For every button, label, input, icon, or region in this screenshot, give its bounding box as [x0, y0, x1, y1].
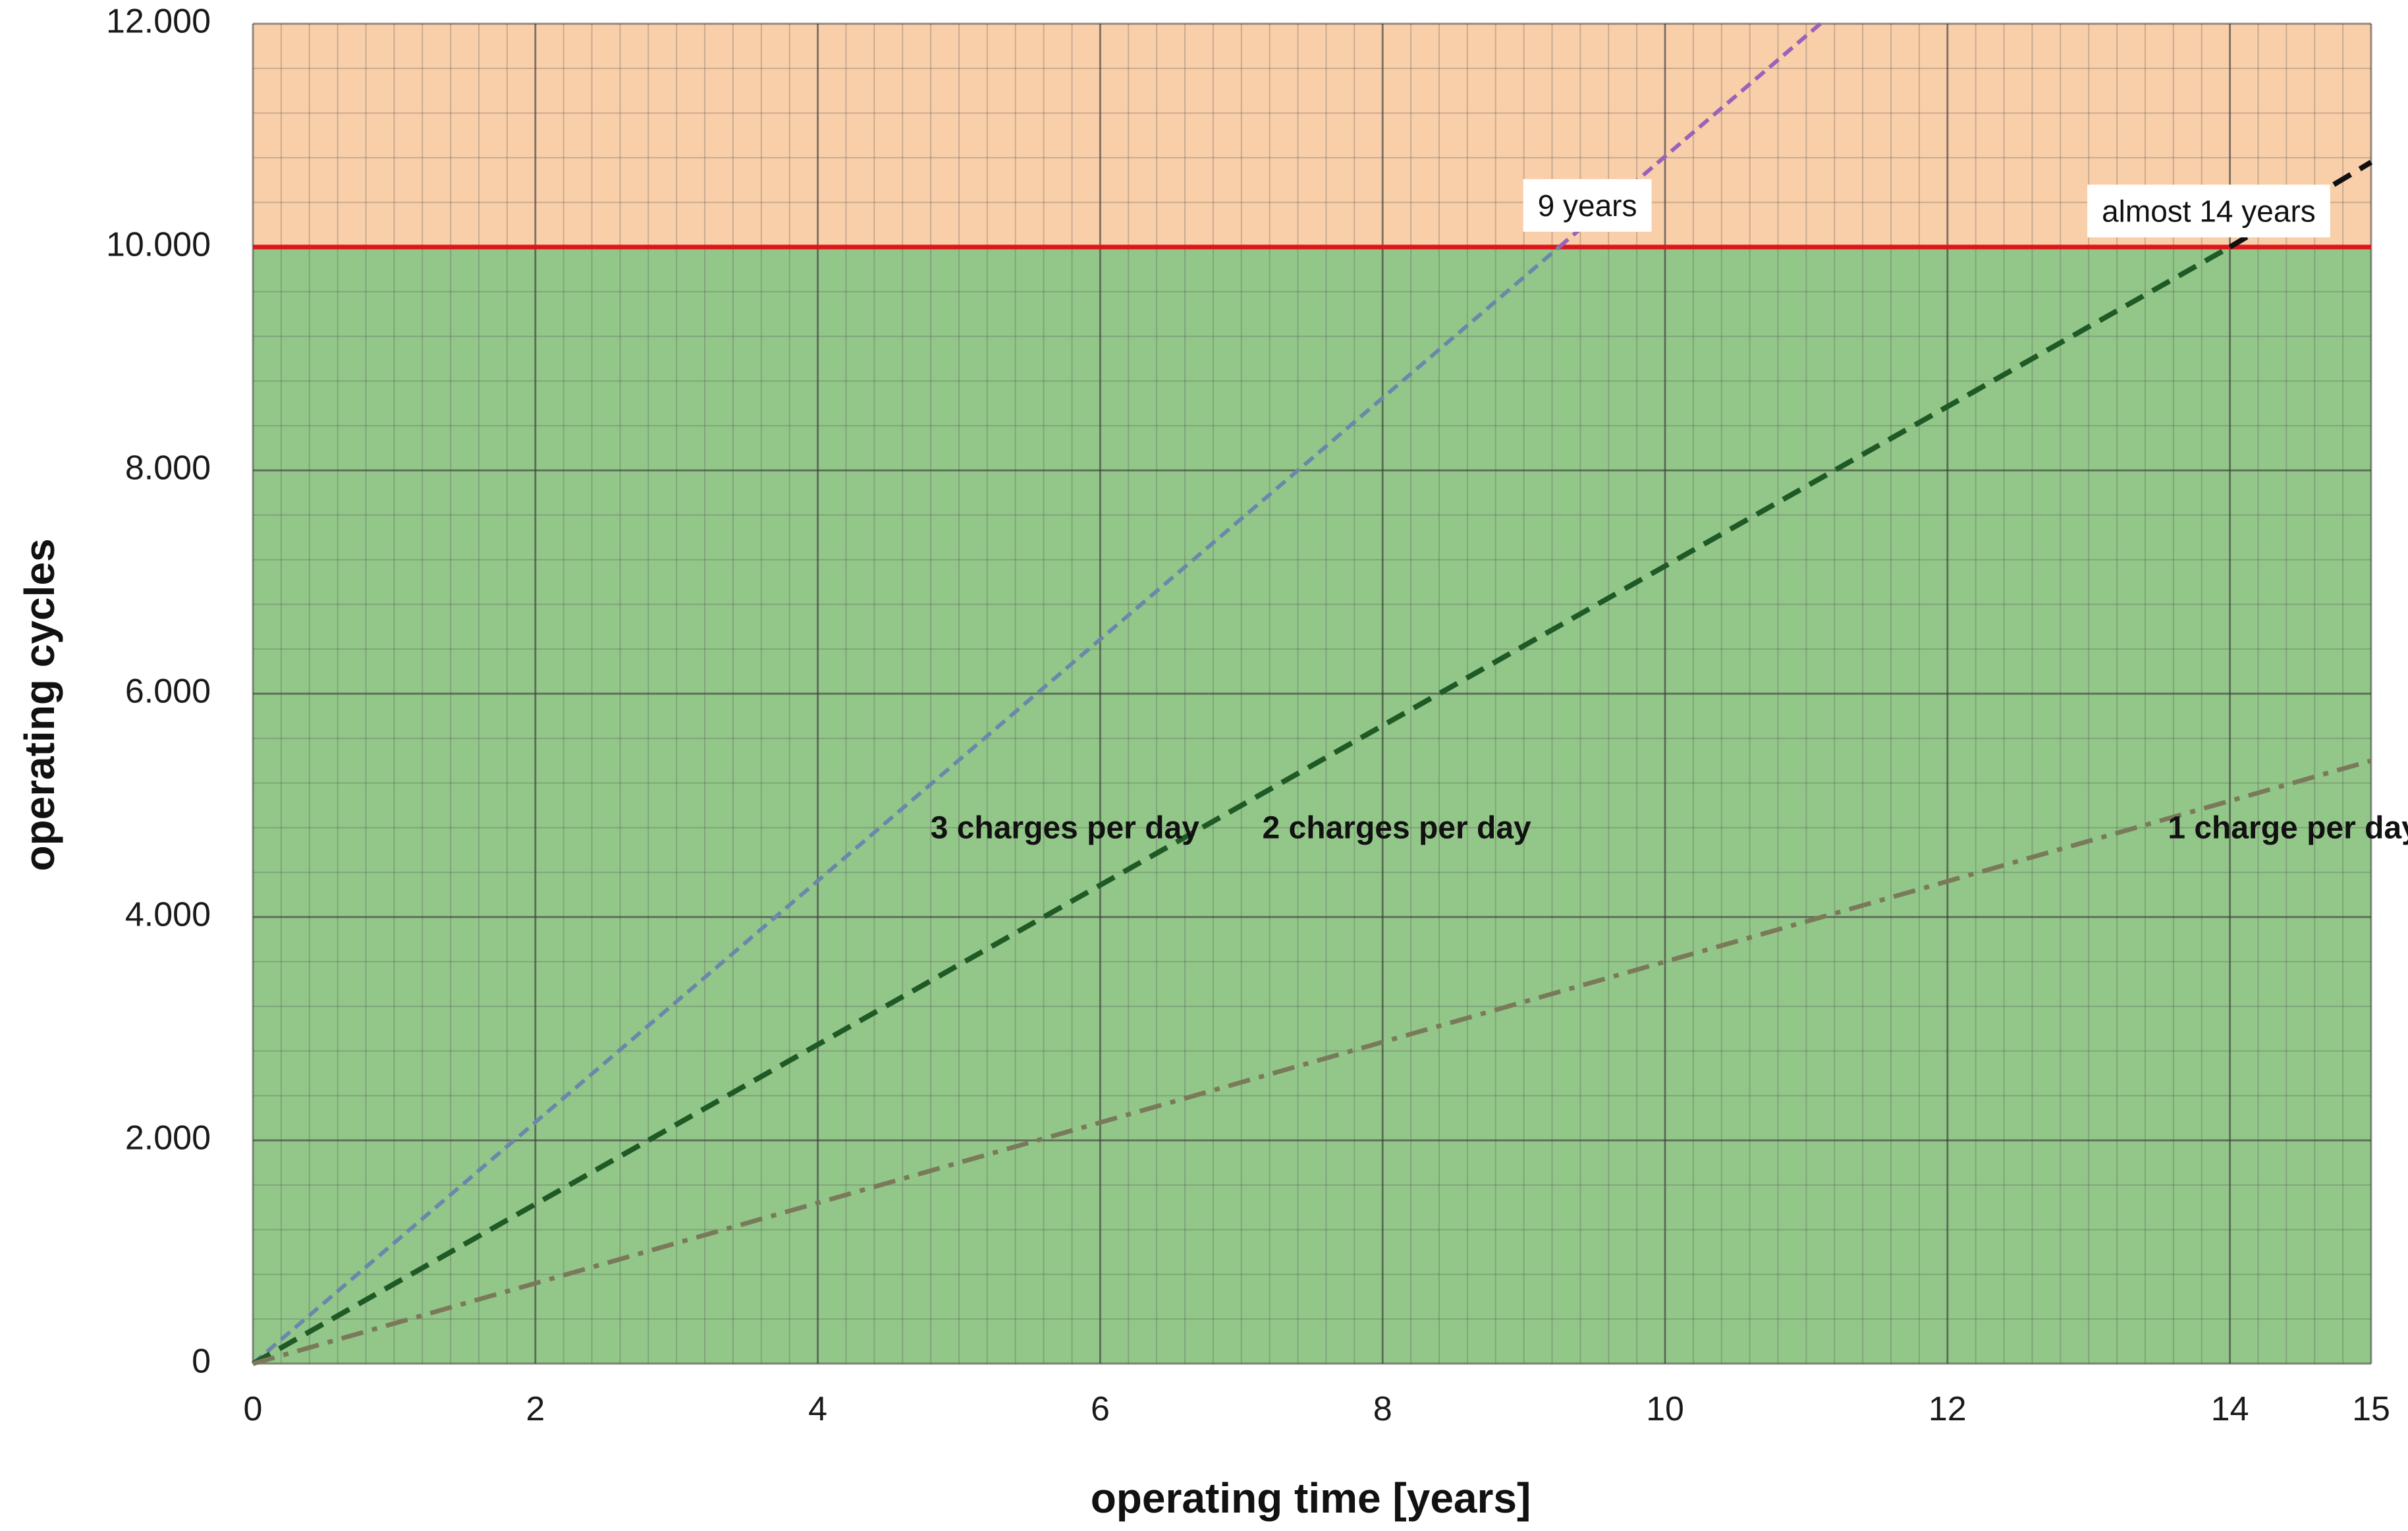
y-tick-label: 6.000 [125, 673, 211, 711]
y-axis-label: operating cycles [16, 538, 63, 871]
x-tick-label: 2 [526, 1390, 545, 1428]
y-tick-label: 8.000 [125, 449, 211, 487]
x-tick-label: 10 [1646, 1390, 1684, 1428]
x-axis-label: operating time [years] [1091, 1474, 1531, 1522]
labels: 9 years almost 14 years 3 charges per day 2… [931, 179, 2408, 845]
x-tick-label: 4 [808, 1390, 827, 1428]
series-label-2: 1 charge per day [2168, 810, 2408, 845]
x-tick-label: 6 [1091, 1390, 1110, 1428]
y-ticks: 0 2.000 4.000 6.000 8.000 10.000 12.000 [106, 3, 211, 1381]
x-tick-label: 8 [1373, 1390, 1392, 1428]
x-ticks: 0 2 4 6 8 10 12 14 15 [244, 1390, 2390, 1428]
y-tick-label: 2.000 [125, 1119, 211, 1157]
region-0 [253, 247, 2371, 1364]
x-tick-label: 0 [244, 1390, 263, 1428]
x-tick-label: 14 [2211, 1390, 2249, 1428]
annotation-1: almost 14 years [2102, 194, 2316, 228]
y-tick-label: 0 [192, 1343, 211, 1381]
x-tick-label: 12 [1929, 1390, 1967, 1428]
series-1-segment [2228, 159, 2373, 250]
y-tick-label: 12.000 [106, 3, 211, 41]
series-label-1: 2 charges per day [1263, 810, 1532, 845]
series-0-segment [252, 245, 1561, 1366]
y-tick-label: 4.000 [125, 896, 211, 934]
annotation-0: 9 years [1538, 188, 1637, 223]
series-label-0: 3 charges per day [931, 810, 1200, 845]
regions [253, 24, 2371, 1364]
region-1 [253, 24, 2371, 247]
y-tick-label: 10.000 [106, 226, 211, 264]
series-1-segment [252, 244, 2231, 1366]
x-tick-label: 15 [2352, 1390, 2390, 1428]
series-1 [252, 159, 2373, 1366]
annotation-1-bg [2087, 184, 2330, 238]
annotation-0-bg [1523, 179, 1652, 232]
